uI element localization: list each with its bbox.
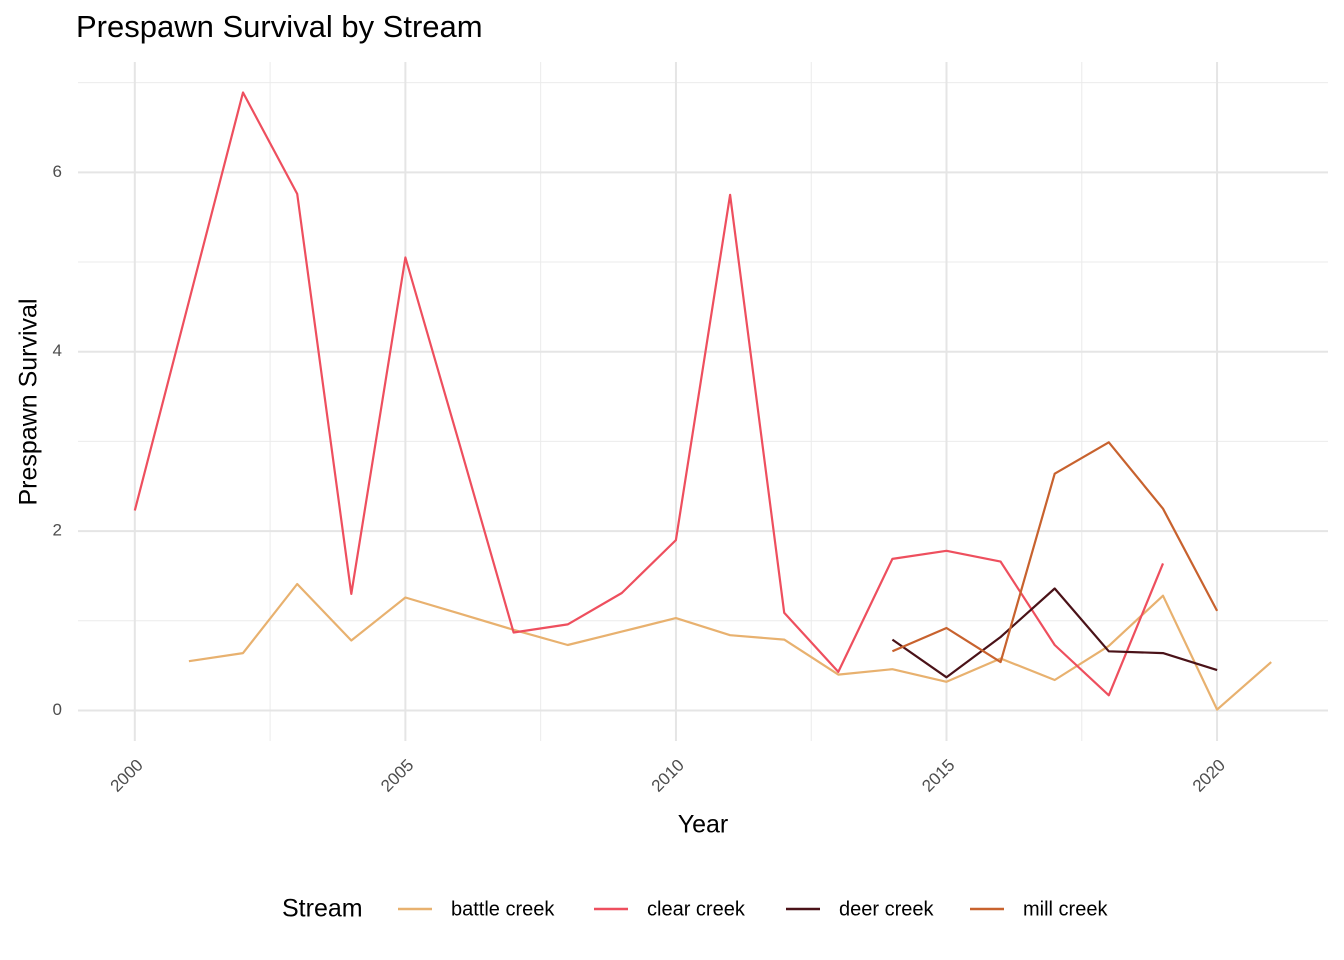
legend-label: clear creek [647, 898, 746, 920]
legend-label: mill creek [1023, 898, 1108, 920]
legend-label: battle creek [451, 898, 555, 920]
x-tick-label: 2010 [648, 756, 688, 796]
series-line [891, 587, 1218, 679]
series-line [188, 582, 1272, 711]
legend-item: battle creek [398, 898, 555, 920]
x-axis-title: Year [678, 811, 729, 839]
series-line [133, 91, 1165, 697]
chart-title: Prespawn Survival by Stream [76, 9, 483, 44]
x-tick-label: 2005 [377, 756, 417, 796]
x-tick-label: 2015 [918, 756, 958, 796]
y-tick-label: 6 [53, 162, 62, 181]
y-axis-title: Prespawn Survival [15, 298, 43, 505]
y-tick-label: 0 [53, 700, 62, 719]
legend-title: Stream [282, 895, 363, 923]
series-line [891, 441, 1219, 664]
legend-label: deer creek [839, 898, 934, 920]
grid [78, 62, 1328, 741]
y-tick-label: 4 [53, 341, 62, 360]
legend-item: clear creek [594, 898, 746, 920]
y-tick-label: 2 [53, 521, 62, 540]
legend-item: mill creek [970, 898, 1108, 920]
legend-item: deer creek [786, 898, 934, 920]
x-tick-label: 2020 [1189, 756, 1229, 796]
x-tick-label: 2000 [107, 756, 147, 796]
